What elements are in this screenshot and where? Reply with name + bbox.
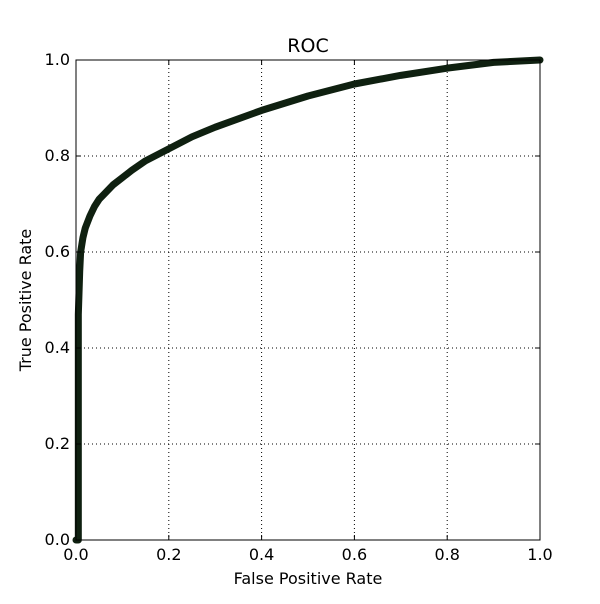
x-axis-label: False Positive Rate [234,569,383,588]
grid [75,59,541,541]
y-tick-label: 0.2 [45,434,70,453]
plot-area-frame [75,59,541,541]
chart-title: ROC [287,35,328,57]
x-tick-label: 0.6 [342,545,367,564]
y-tick-label: 1.0 [45,50,70,69]
x-tick-label: 0.4 [249,545,274,564]
ticks: 0.0 0.2 0.4 0.6 0.8 1.0 0.0 0.2 0.4 0.6 0.8 1.0 [45,50,553,564]
y-tick-label: 0.0 [45,530,70,549]
x-tick-label: 1.0 [527,545,552,564]
y-tick-label: 0.8 [45,146,70,165]
x-tick-label: 0.8 [434,545,459,564]
x-tick-label: 0.2 [156,545,181,564]
roc-curve-layer [72,56,544,544]
x-tick-label: 0.0 [63,545,88,564]
roc-curve-line [72,56,544,544]
y-tick-label: 0.4 [45,338,70,357]
y-axis-label: True Positive Rate [16,229,35,373]
y-tick-label: 0.6 [45,242,70,261]
